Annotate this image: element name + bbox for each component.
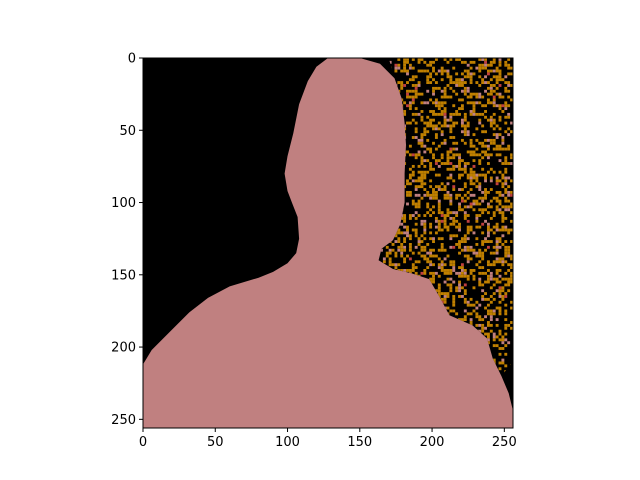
x-tick-label: 200 — [420, 435, 445, 450]
y-tick-label: 200 — [111, 341, 136, 356]
x-tick-label: 50 — [207, 435, 224, 450]
y-tick-label: 100 — [111, 196, 136, 211]
y-tick-label: 250 — [111, 413, 136, 428]
x-tick-label: 0 — [139, 435, 147, 450]
y-axis: 0 50 100 150 200 250 — [111, 52, 143, 428]
texture-region — [378, 58, 513, 376]
x-tick-label: 250 — [492, 435, 517, 450]
y-tick-label: 150 — [111, 268, 136, 283]
plot-area — [142, 57, 514, 429]
x-tick-label: 150 — [347, 435, 372, 450]
y-tick-label: 50 — [119, 124, 136, 139]
x-tick-label: 100 — [275, 435, 300, 450]
y-tick-label: 0 — [128, 52, 136, 67]
x-axis: 0 50 100 150 200 250 — [139, 428, 517, 450]
person-region — [143, 58, 513, 428]
texture-pixels — [378, 58, 513, 376]
axes-frame — [142, 57, 514, 429]
